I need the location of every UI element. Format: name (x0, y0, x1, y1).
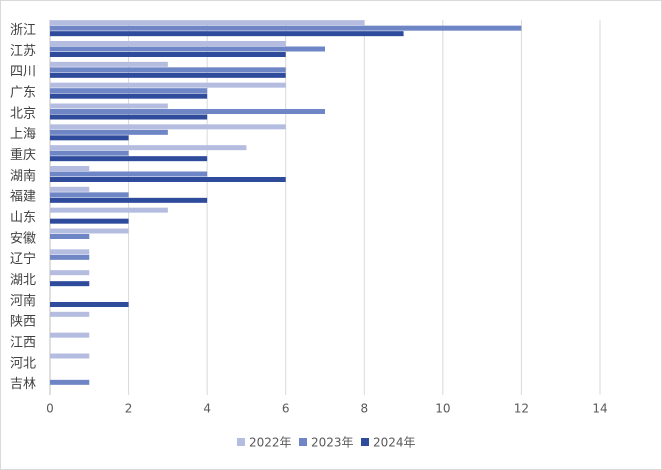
x-tick-label: 6 (282, 402, 290, 416)
y-tick-label: 广东 (10, 85, 36, 100)
legend-label: 2022年 (249, 436, 292, 450)
x-tick-label: 8 (360, 402, 368, 416)
y-tick-label: 陕西 (10, 315, 36, 330)
bar (50, 234, 90, 239)
y-tick-label: 上海 (10, 127, 36, 142)
bar (50, 353, 90, 359)
legend-swatch (361, 438, 369, 446)
bar (50, 150, 129, 156)
bar (50, 207, 168, 213)
bar (50, 218, 129, 224)
bar (50, 281, 90, 287)
bar (50, 197, 208, 203)
bar (50, 270, 90, 276)
bar (50, 93, 208, 99)
x-tick-label: 12 (514, 402, 529, 416)
bar (50, 177, 286, 182)
bar (50, 124, 286, 130)
y-tick-label: 山东 (10, 210, 36, 225)
bar (50, 20, 365, 26)
y-tick-label: 河北 (10, 356, 36, 371)
bar (50, 171, 208, 177)
legend-swatch (237, 438, 245, 446)
bar (50, 135, 129, 141)
x-tick-label: 14 (592, 402, 607, 416)
bar (50, 46, 325, 52)
bar (50, 61, 168, 67)
legend-label: 2023年 (311, 436, 354, 450)
bar (50, 25, 522, 31)
x-tick-label: 10 (435, 402, 450, 416)
bar (50, 166, 90, 171)
legend-swatch (299, 438, 307, 446)
bar (50, 82, 286, 88)
bar (50, 31, 404, 37)
y-tick-label: 辽宁 (10, 251, 36, 267)
bar (50, 186, 90, 192)
y-tick-label: 北京 (10, 106, 36, 121)
bar (50, 302, 129, 307)
x-tick-label: 4 (203, 402, 211, 416)
y-tick-label: 江苏 (10, 43, 36, 59)
bar (50, 67, 286, 73)
bar (50, 88, 208, 94)
bar (50, 52, 286, 57)
bar (50, 41, 286, 46)
bar (50, 72, 286, 78)
bar (50, 109, 325, 114)
legend-label: 2024年 (373, 436, 416, 450)
bar (50, 114, 208, 120)
y-tick-label: 浙江 (10, 23, 36, 38)
x-tick-label: 2 (125, 402, 133, 416)
bar (50, 228, 129, 234)
bar (50, 129, 168, 135)
bar (50, 254, 90, 260)
y-tick-label: 湖北 (10, 273, 36, 288)
y-tick-label: 湖南 (10, 168, 36, 184)
y-tick-label: 重庆 (10, 147, 36, 163)
bar (50, 311, 90, 317)
y-tick-label: 河南 (10, 293, 36, 309)
bar (50, 379, 90, 385)
bar (50, 103, 168, 109)
bar (50, 192, 129, 198)
y-tick-label: 四川 (10, 65, 36, 80)
x-tick-label: 0 (46, 402, 54, 416)
bar (50, 332, 90, 338)
bar (50, 249, 90, 255)
y-tick-label: 吉林 (10, 377, 36, 392)
bar (50, 145, 247, 151)
y-tick-label: 福建 (10, 190, 36, 205)
y-tick-label: 江西 (10, 335, 36, 350)
y-tick-label: 安徽 (10, 231, 36, 246)
bar (50, 156, 208, 162)
